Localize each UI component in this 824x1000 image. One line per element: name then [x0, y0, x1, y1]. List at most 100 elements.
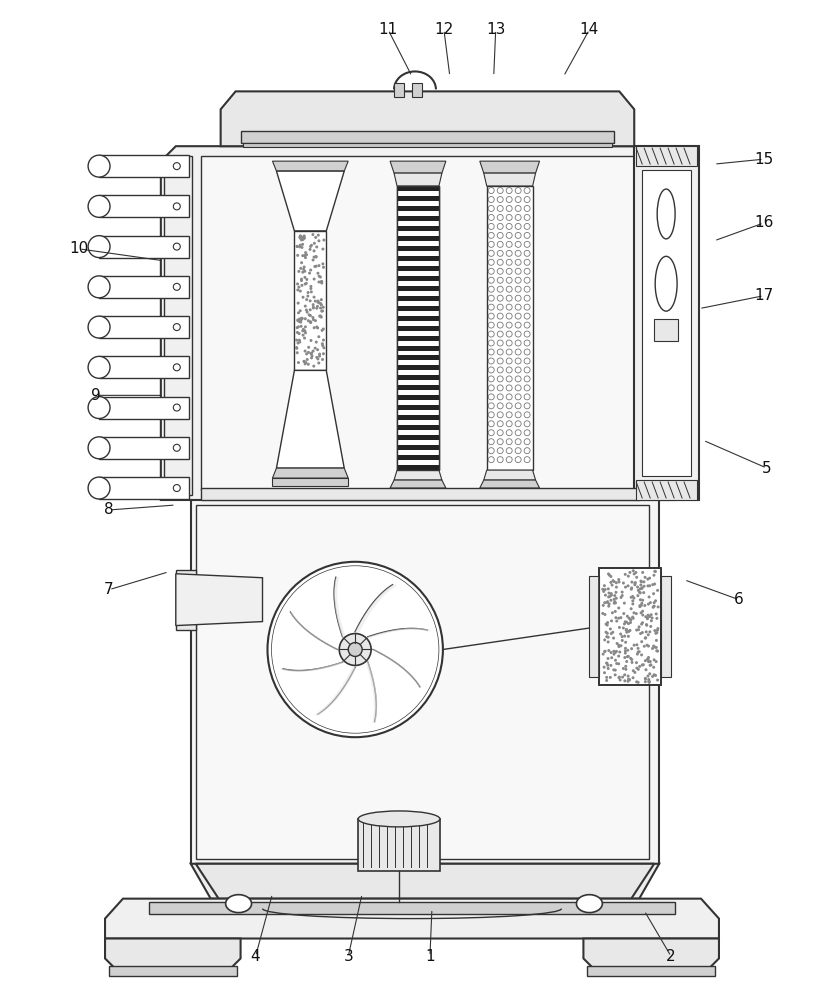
Circle shape	[647, 645, 650, 648]
Bar	[397, 191, 439, 196]
Bar	[397, 186, 439, 191]
Circle shape	[610, 594, 613, 597]
Circle shape	[644, 630, 648, 633]
Circle shape	[649, 613, 653, 616]
Polygon shape	[99, 437, 189, 459]
Circle shape	[634, 581, 637, 584]
Circle shape	[612, 650, 616, 653]
Bar	[397, 236, 439, 241]
Circle shape	[319, 307, 322, 310]
Circle shape	[604, 588, 606, 591]
Bar	[397, 355, 439, 360]
Circle shape	[311, 233, 315, 236]
Circle shape	[614, 673, 616, 676]
Circle shape	[624, 573, 627, 576]
Circle shape	[615, 581, 618, 584]
Circle shape	[309, 314, 312, 317]
Circle shape	[620, 616, 622, 619]
Circle shape	[605, 662, 608, 665]
Circle shape	[639, 598, 642, 601]
Circle shape	[640, 640, 644, 643]
Circle shape	[310, 290, 313, 293]
Circle shape	[300, 317, 303, 320]
Circle shape	[297, 332, 301, 335]
Circle shape	[304, 251, 307, 254]
Circle shape	[307, 291, 310, 294]
Circle shape	[625, 665, 627, 668]
Circle shape	[307, 346, 310, 349]
Circle shape	[635, 629, 638, 632]
Circle shape	[298, 318, 301, 321]
Circle shape	[610, 592, 613, 595]
Circle shape	[633, 597, 635, 600]
Circle shape	[617, 662, 620, 665]
Circle shape	[88, 397, 110, 419]
Circle shape	[638, 625, 640, 628]
Polygon shape	[196, 864, 654, 899]
Polygon shape	[484, 470, 536, 480]
Bar	[397, 241, 439, 246]
Circle shape	[173, 283, 180, 290]
Circle shape	[321, 306, 325, 309]
Circle shape	[316, 305, 319, 308]
Circle shape	[620, 644, 622, 647]
Circle shape	[623, 635, 626, 638]
Circle shape	[309, 321, 312, 324]
Circle shape	[295, 346, 298, 349]
Circle shape	[609, 581, 612, 584]
Circle shape	[637, 668, 639, 671]
Circle shape	[652, 645, 655, 648]
Circle shape	[607, 602, 611, 605]
Circle shape	[648, 664, 652, 667]
Bar	[397, 341, 439, 346]
Circle shape	[88, 236, 110, 258]
Circle shape	[620, 596, 622, 599]
Circle shape	[630, 581, 634, 584]
Bar	[397, 425, 439, 430]
Bar	[397, 311, 439, 316]
Circle shape	[606, 636, 610, 639]
Circle shape	[638, 650, 641, 653]
Circle shape	[608, 595, 611, 598]
Circle shape	[297, 311, 300, 314]
Circle shape	[301, 246, 303, 249]
Circle shape	[300, 325, 302, 328]
Circle shape	[623, 622, 626, 625]
Circle shape	[639, 580, 643, 583]
Circle shape	[625, 660, 628, 663]
Circle shape	[638, 665, 641, 668]
Circle shape	[297, 342, 299, 345]
Bar	[397, 365, 439, 370]
Circle shape	[635, 576, 638, 579]
Circle shape	[309, 320, 312, 323]
Circle shape	[607, 595, 610, 598]
Circle shape	[613, 598, 616, 601]
Circle shape	[644, 677, 647, 680]
Circle shape	[310, 352, 312, 355]
Circle shape	[624, 647, 627, 650]
Polygon shape	[99, 477, 189, 499]
Circle shape	[302, 360, 306, 363]
Circle shape	[606, 601, 608, 604]
Circle shape	[304, 361, 307, 364]
Circle shape	[624, 679, 626, 682]
Circle shape	[301, 236, 303, 239]
Bar	[397, 360, 439, 365]
Circle shape	[173, 163, 180, 170]
Circle shape	[656, 679, 659, 682]
Circle shape	[624, 586, 627, 589]
Circle shape	[615, 586, 618, 589]
Circle shape	[295, 339, 298, 342]
Circle shape	[311, 354, 314, 357]
Circle shape	[648, 601, 652, 604]
Bar	[397, 390, 439, 395]
Circle shape	[642, 663, 645, 666]
Circle shape	[644, 680, 647, 683]
Polygon shape	[294, 231, 326, 370]
Circle shape	[321, 280, 323, 283]
Circle shape	[297, 270, 301, 273]
Circle shape	[610, 575, 612, 578]
Circle shape	[622, 612, 625, 615]
Circle shape	[640, 587, 644, 590]
Circle shape	[606, 657, 610, 660]
